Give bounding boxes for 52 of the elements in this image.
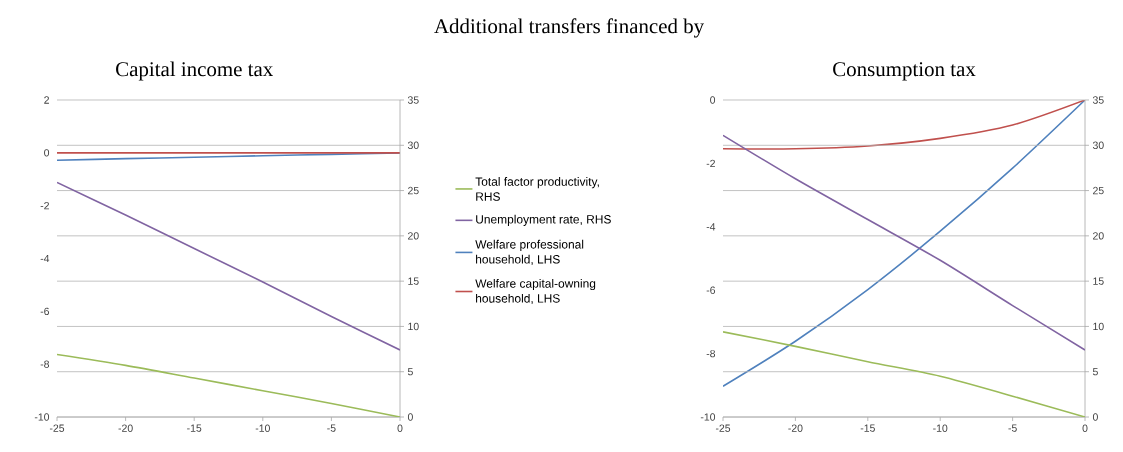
y-tick-label: -2	[706, 159, 715, 168]
y2-tick-label: 25	[1093, 186, 1104, 195]
x-tick-label: -15	[187, 424, 202, 432]
y-tick-label: -4	[40, 254, 50, 263]
text: Additional transfers financed by	[434, 18, 705, 38]
y2-tick-label: 35	[407, 96, 419, 104]
y2-tick-label: 5	[1092, 368, 1098, 376]
y-tick-label: -6	[40, 307, 50, 316]
y-tick-label: -10	[700, 413, 716, 421]
x-tick-label: -10	[933, 424, 948, 432]
x-tick-label: -25	[715, 424, 731, 432]
y-tick-label: -4	[706, 223, 716, 231]
x-tick-label: -25	[49, 424, 65, 432]
line-series	[723, 100, 1086, 388]
y2-tick-label: 10	[1093, 322, 1104, 331]
y-tick-label: -2	[40, 202, 49, 210]
y2-tick-label: 0	[1092, 413, 1098, 421]
legend-label: Total factor productivity, RHS	[475, 177, 599, 201]
y2-tick-label: 30	[407, 141, 419, 149]
y2-tick-label: 20	[1093, 232, 1104, 240]
y2-tick-label: 15	[408, 277, 419, 285]
y-tick-label: -8	[40, 360, 50, 368]
x-tick-label: 0	[397, 424, 403, 432]
y2-tick-label: 15	[1093, 277, 1104, 285]
y-tick-label: 2	[44, 96, 49, 104]
chart-title: Consumption tax	[833, 62, 976, 81]
y2-tick-label: 10	[408, 322, 419, 331]
x-tick-label: 0	[1082, 424, 1088, 432]
y2-tick-label: 30	[1092, 141, 1104, 149]
x-tick-label: -5	[327, 424, 336, 432]
x-tick-label: -20	[118, 424, 133, 432]
y2-tick-label: 25	[408, 186, 419, 195]
y2-tick-label: 35	[1092, 96, 1104, 104]
legend-label: Unemployment rate, RHS	[476, 214, 611, 226]
x-tick-label: -20	[788, 424, 803, 432]
y-tick-label: -8	[706, 349, 716, 358]
y-tick-label: -6	[706, 286, 716, 294]
legend-label: Welfare capital-owning household, LHS	[475, 278, 596, 305]
x-tick-label: -5	[1008, 424, 1017, 432]
line-series	[57, 181, 400, 351]
legend-label: Welfare professional household, LHS	[475, 239, 584, 265]
chart-title: Capital income tax	[116, 61, 273, 81]
y-tick-label: 0	[44, 149, 50, 157]
x-tick-label: -10	[255, 424, 270, 432]
line-series	[723, 134, 1086, 351]
y2-tick-label: 0	[407, 413, 413, 421]
y-tick-label: 0	[710, 96, 716, 104]
y-tick-label: -10	[34, 413, 50, 421]
x-tick-label: -15	[860, 424, 875, 432]
line-series	[723, 100, 1086, 150]
y2-tick-label: 20	[408, 232, 419, 240]
y2-tick-label: 5	[407, 368, 413, 376]
